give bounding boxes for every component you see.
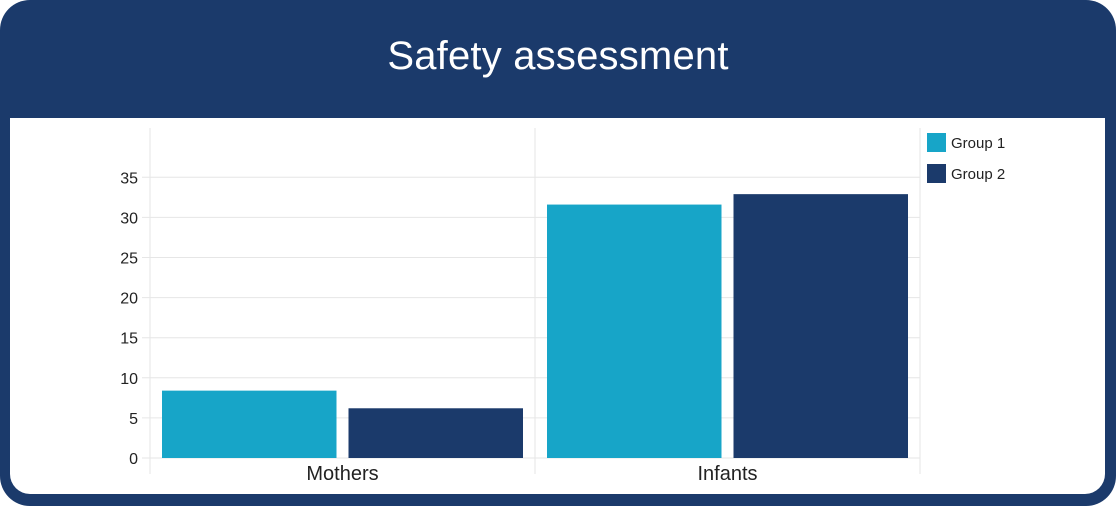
legend-label: Group 1 [951,135,1005,152]
legend-swatch [927,164,946,183]
y-tick-label: 10 [120,371,138,388]
plot-panel: 0 5 10 15 20 25 30 35 Mothers Infants Group 1 Group… [10,118,1105,494]
bar-infants-group-2 [733,194,908,458]
y-tick-label: 5 [129,411,138,428]
y-tick-label: 15 [120,331,138,348]
bar-mothers-group-2 [348,408,523,458]
bar-mothers-group-1 [162,390,337,458]
x-category-label: Mothers [306,463,378,485]
y-tick-label: 0 [129,451,138,468]
legend-swatch [927,133,946,152]
y-tick-label: 35 [120,170,138,187]
y-tick-label: 20 [120,291,138,308]
y-tick-label: 25 [120,251,138,268]
y-tick-label: 30 [120,210,138,227]
bar-infants-group-1 [547,204,722,458]
legend-label: Group 2 [951,166,1005,183]
x-category-label: Infants [697,463,757,485]
bar-chart: 0 5 10 15 20 25 30 35 Mothers Infants Group 1 Group… [120,128,1005,485]
chart-title: Safety assessment [387,33,729,78]
